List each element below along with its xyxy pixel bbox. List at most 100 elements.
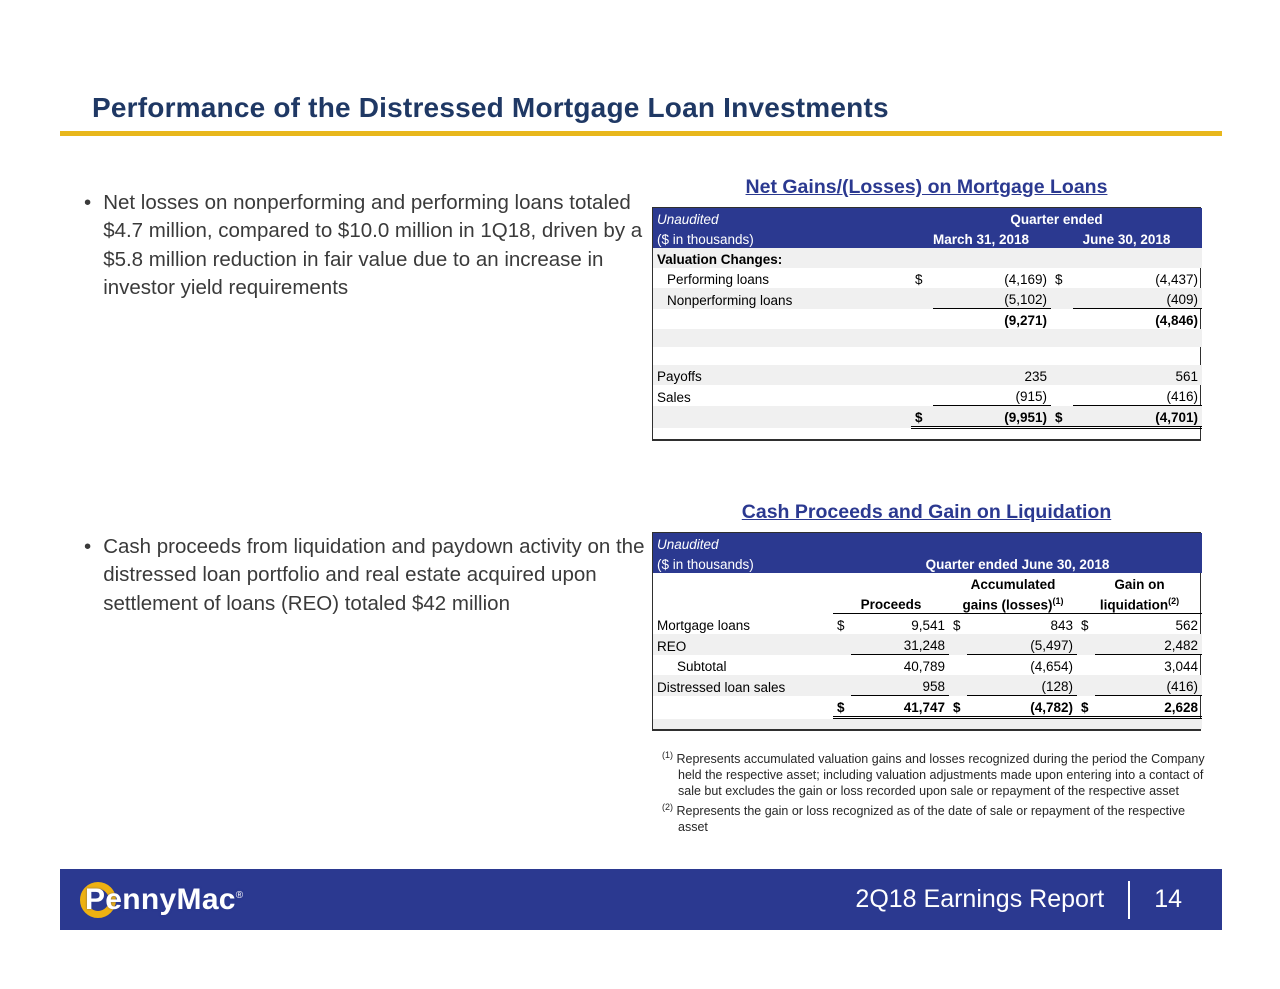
cell-label <box>653 405 911 428</box>
cell-amount: 958 <box>851 675 949 696</box>
cell-amount: 843 <box>1050 618 1073 633</box>
cell-label: Distressed loan sales <box>653 675 833 696</box>
footnote-1-sup: (1) <box>662 750 673 760</box>
cell-amount: 562 <box>1175 618 1198 633</box>
cell-currency <box>911 288 933 309</box>
thousands-label: ($ in thousands) <box>653 553 833 573</box>
footnote-2-sup: (2) <box>662 802 673 813</box>
footnote-ref-2: (2) <box>1168 595 1180 606</box>
net-gains-panel: Net Gains/(Losses) on Mortgage Loans Una… <box>652 176 1203 441</box>
cell-currency <box>1077 634 1095 655</box>
cell-currency <box>1051 309 1073 330</box>
net-gains-table-title: Net Gains/(Losses) on Mortgage Loans <box>745 176 1108 198</box>
report-title: 2Q18 Earnings Report <box>855 885 1105 913</box>
title-divider <box>60 131 1222 136</box>
cell-label <box>653 309 911 330</box>
section-label: Valuation Changes: <box>653 248 1203 268</box>
cell-label: Subtotal <box>677 659 727 674</box>
cell-amount: 41,747 <box>851 695 949 719</box>
table-header-row: ($ in thousands) March 31, 2018 June 30,… <box>653 228 1203 248</box>
cell-currency <box>949 634 967 655</box>
cell-currency: $ <box>949 695 967 719</box>
table-header-row: Unaudited <box>653 533 1202 553</box>
bullet-marker: • <box>84 535 92 558</box>
cell-currency <box>1077 655 1095 676</box>
cell-amount: (4,169) <box>1004 272 1047 287</box>
cell-label: REO <box>653 634 833 655</box>
quarter-ended-label: Quarter ended June 30, 2018 <box>833 553 1202 573</box>
cell-amount: (915) <box>933 385 1051 406</box>
cell-currency <box>949 655 967 676</box>
column-header-proceeds: Proceeds <box>833 593 949 614</box>
cell-amount: (9,951) <box>933 405 1051 429</box>
bullet-text: Net losses on nonperforming and performi… <box>103 191 643 299</box>
cell-amount: (4,782) <box>967 695 1077 719</box>
cell-amount: (5,102) <box>933 288 1051 309</box>
cell-amount: 3,044 <box>1164 659 1198 674</box>
cell-currency: $ <box>1081 618 1089 633</box>
footer-right: 2Q18 Earnings Report 14 <box>855 880 1182 919</box>
table-header-row: Unaudited Quarter ended <box>653 208 1203 228</box>
cell-label <box>653 696 833 718</box>
bullet-marker: • <box>84 191 92 214</box>
cell-currency <box>833 675 851 696</box>
column-header-june: June 30, 2018 <box>1051 228 1203 248</box>
cell-label: Mortgage loans <box>657 618 751 633</box>
footnote-ref-1: (1) <box>1052 595 1064 606</box>
subtotal-row: (9,271) (4,846) <box>653 309 1202 330</box>
cell-currency <box>1051 385 1073 406</box>
cell-currency <box>833 634 851 655</box>
cell-amount: (4,654) <box>1030 659 1073 674</box>
cell-amount: 40,789 <box>903 659 945 674</box>
cell-currency <box>911 385 933 406</box>
cell-currency <box>833 655 851 676</box>
column-header-row: Proceeds gains (losses)(1) liquidation(2… <box>653 593 1202 614</box>
cell-amount: (416) <box>1073 385 1203 406</box>
net-gains-table-border: Unaudited Quarter ended ($ in thousands)… <box>652 207 1203 441</box>
cell-amount: 235 <box>933 365 1051 385</box>
column-header-gain-on: Gain on <box>1114 577 1165 592</box>
unaudited-label: Unaudited <box>653 533 1202 553</box>
cell-amount: 2,628 <box>1095 695 1202 719</box>
footnote-2: (2) Represents the gain or loss recogniz… <box>662 802 1207 835</box>
net-gains-table: Unaudited Quarter ended ($ in thousands)… <box>653 208 1203 439</box>
spacer-row <box>653 347 1202 365</box>
table-row: Distressed loan sales 958 (128) (416) <box>653 675 1202 696</box>
pennymac-wordmark: PennyMac® <box>85 882 244 916</box>
table-row: Mortgage loans $ 9,541 $ 843 $ 562 <box>653 614 1202 635</box>
footnote-2-text: Represents the gain or loss recognized a… <box>676 804 1186 835</box>
footer-divider <box>1128 880 1131 919</box>
column-header-row: Accumulated Gain on <box>653 573 1202 593</box>
cash-proceeds-panel: Cash Proceeds and Gain on Liquidation Un… <box>652 501 1202 731</box>
pennymac-logo: PennyMac® <box>80 881 244 918</box>
cell-amount: 561 <box>1073 365 1203 385</box>
cell-currency <box>911 365 933 385</box>
cash-proceeds-table: Unaudited ($ in thousands) Quarter ended… <box>653 533 1202 729</box>
table-row: Payoffs 235 561 <box>653 365 1203 385</box>
column-header-accumulated: Accumulated <box>970 577 1056 592</box>
cell-amount: (128) <box>967 675 1077 696</box>
column-header-march: March 31, 2018 <box>911 228 1051 248</box>
section-row: Valuation Changes: <box>653 248 1203 268</box>
cell-currency: $ <box>953 618 961 633</box>
column-header-liquidation: liquidation(2) <box>1077 593 1202 614</box>
footer-bar: PennyMac® 2Q18 Earnings Report 14 <box>60 869 1222 930</box>
cell-amount: (409) <box>1073 288 1203 309</box>
thousands-label: ($ in thousands) <box>653 228 911 248</box>
cell-amount: (9,271) <box>1004 313 1047 328</box>
table-header-row: ($ in thousands) Quarter ended June 30, … <box>653 553 1202 573</box>
cell-currency: $ <box>833 695 851 719</box>
table-row: Sales (915) (416) <box>653 385 1203 406</box>
column-header-gains-losses: gains (losses)(1) <box>949 593 1077 614</box>
total-row: $ (9,951) $ (4,701) <box>653 405 1203 429</box>
cell-label: Payoffs <box>653 365 911 385</box>
cell-currency <box>911 309 933 330</box>
cell-currency <box>949 675 967 696</box>
cell-label: Nonperforming loans <box>653 288 911 309</box>
page-number: 14 <box>1154 885 1182 913</box>
footnote-1-text: Represents accumulated valuation gains a… <box>676 752 1205 799</box>
cell-currency: $ <box>1051 405 1073 429</box>
cash-proceeds-table-border: Unaudited ($ in thousands) Quarter ended… <box>652 532 1202 731</box>
cell-amount: 9,541 <box>911 618 945 633</box>
